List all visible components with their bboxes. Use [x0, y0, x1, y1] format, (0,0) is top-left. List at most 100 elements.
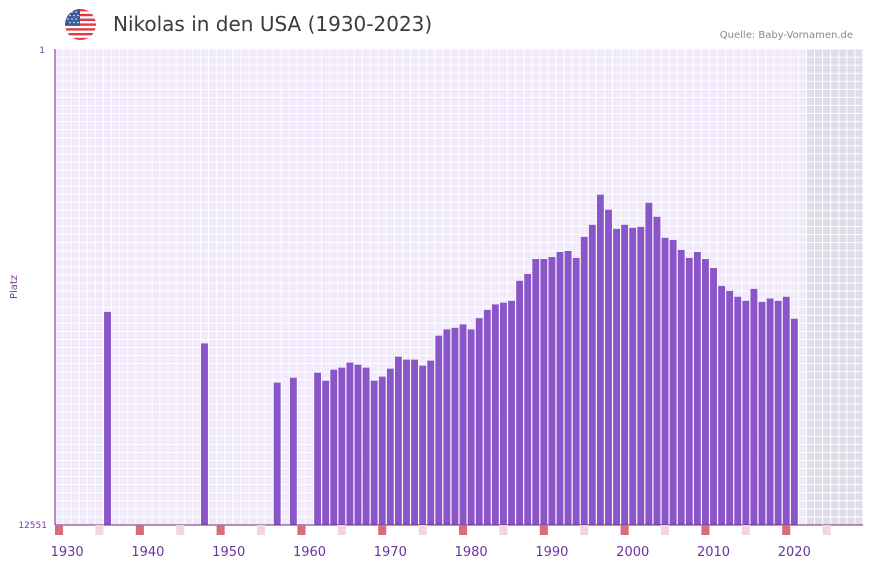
- bar-1968: [370, 380, 378, 525]
- bar-1995: [588, 224, 596, 525]
- bar-2016: [758, 301, 766, 525]
- decade-marker-2024: [822, 525, 831, 535]
- x-tick-label-2020: 2020: [778, 545, 811, 560]
- bar-2002: [645, 202, 653, 525]
- bar-2001: [637, 226, 645, 525]
- decade-marker-1944: [176, 525, 185, 535]
- tick-labels: Platz 1 12551 1930 1940 1950 1960 1970 1980 1990 2…: [9, 46, 811, 560]
- bar-2009: [702, 259, 709, 525]
- bar-1935: [104, 311, 111, 525]
- bar-1970: [386, 368, 394, 525]
- x-tick-label-2000: 2000: [616, 545, 649, 560]
- x-tick-label-1950: 1950: [212, 545, 245, 560]
- x-tick-label-1990: 1990: [535, 545, 568, 560]
- bar-1961: [314, 372, 322, 525]
- bar-2018: [774, 300, 782, 525]
- decade-marker-2009: [701, 525, 710, 535]
- bar-2020: [790, 318, 798, 525]
- x-tick-label-1930: 1930: [51, 545, 84, 560]
- bar-1965: [346, 362, 354, 525]
- bar-1992: [564, 250, 572, 525]
- decade-marker-1984: [499, 525, 508, 535]
- bar-2000: [629, 227, 637, 525]
- bar-1990: [548, 256, 556, 525]
- bar-series: [104, 194, 798, 525]
- bar-2012: [726, 290, 734, 525]
- decade-marker-1929: [55, 525, 64, 535]
- bar-2013: [734, 296, 742, 525]
- bar-2017: [766, 298, 774, 525]
- decade-marker-1939: [135, 525, 144, 535]
- bar-1975: [427, 360, 435, 525]
- bar-1969: [378, 376, 386, 525]
- bar-1963: [330, 369, 338, 525]
- bar-1982: [483, 309, 491, 525]
- bar-1978: [451, 327, 459, 525]
- bar-1947: [201, 343, 208, 525]
- x-tick-label-1960: 1960: [293, 545, 326, 560]
- bar-1958: [289, 377, 297, 525]
- bar-2019: [782, 296, 790, 525]
- bar-1997: [605, 209, 612, 525]
- bar-1972: [403, 359, 410, 525]
- bar-1986: [516, 280, 524, 525]
- bar-1964: [338, 367, 346, 525]
- bar-1981: [475, 318, 483, 525]
- decade-marker-1964: [337, 525, 346, 535]
- decade-marker-2019: [782, 525, 791, 535]
- decade-marker-1954: [257, 525, 266, 535]
- decade-marker-1934: [95, 525, 104, 535]
- bar-2003: [653, 216, 661, 525]
- bar-2007: [685, 257, 693, 525]
- bar-2006: [677, 249, 685, 525]
- chart-title: Nikolas in den USA (1930-2023): [113, 12, 433, 36]
- bar-1962: [322, 380, 330, 525]
- decade-marker-2014: [741, 525, 750, 535]
- decade-marker-1994: [580, 525, 589, 535]
- bar-1987: [524, 274, 532, 525]
- decade-marker-1969: [378, 525, 387, 535]
- bar-1980: [467, 329, 475, 525]
- decade-marker-1979: [459, 525, 468, 535]
- y-tick-label-bottom: 12551: [18, 521, 47, 531]
- bar-1983: [491, 304, 499, 525]
- decade-marker-1999: [620, 525, 629, 535]
- bar-2015: [750, 288, 758, 525]
- bar-1979: [459, 324, 467, 525]
- x-tick-label-1980: 1980: [455, 545, 488, 560]
- bar-1993: [572, 257, 580, 525]
- bar-2014: [742, 300, 750, 525]
- bar-1971: [394, 356, 402, 525]
- bar-1976: [435, 335, 443, 525]
- bar-1999: [621, 224, 629, 525]
- bar-1991: [556, 251, 564, 525]
- x-tick-label-2010: 2010: [697, 545, 730, 560]
- bar-1956: [273, 382, 281, 525]
- grid-lines: [54, 48, 864, 526]
- x-tick-label-1970: 1970: [374, 545, 407, 560]
- bar-1998: [613, 228, 620, 525]
- y-axis-label: Platz: [9, 275, 20, 299]
- decade-marker-1989: [539, 525, 548, 535]
- bar-1967: [362, 367, 370, 525]
- bar-1996: [596, 194, 604, 525]
- source-credit: Quelle: Baby-Vornamen.de: [719, 30, 853, 41]
- x-tick-label-1940: 1940: [131, 545, 164, 560]
- bar-2008: [693, 251, 701, 525]
- decade-marker-1974: [418, 525, 427, 535]
- bar-1974: [419, 365, 427, 525]
- bar-2004: [661, 237, 669, 525]
- y-tick-label-top: 1: [39, 46, 45, 56]
- bar-2005: [669, 239, 677, 525]
- bar-1966: [354, 364, 362, 525]
- bar-1977: [443, 329, 451, 525]
- bar-1989: [540, 259, 548, 525]
- usa-flag-icon: [65, 9, 96, 40]
- bar-2010: [710, 268, 717, 525]
- decade-marker-1959: [297, 525, 306, 535]
- decade-marker-1949: [216, 525, 225, 535]
- bar-2011: [718, 285, 726, 525]
- bar-1984: [500, 302, 507, 525]
